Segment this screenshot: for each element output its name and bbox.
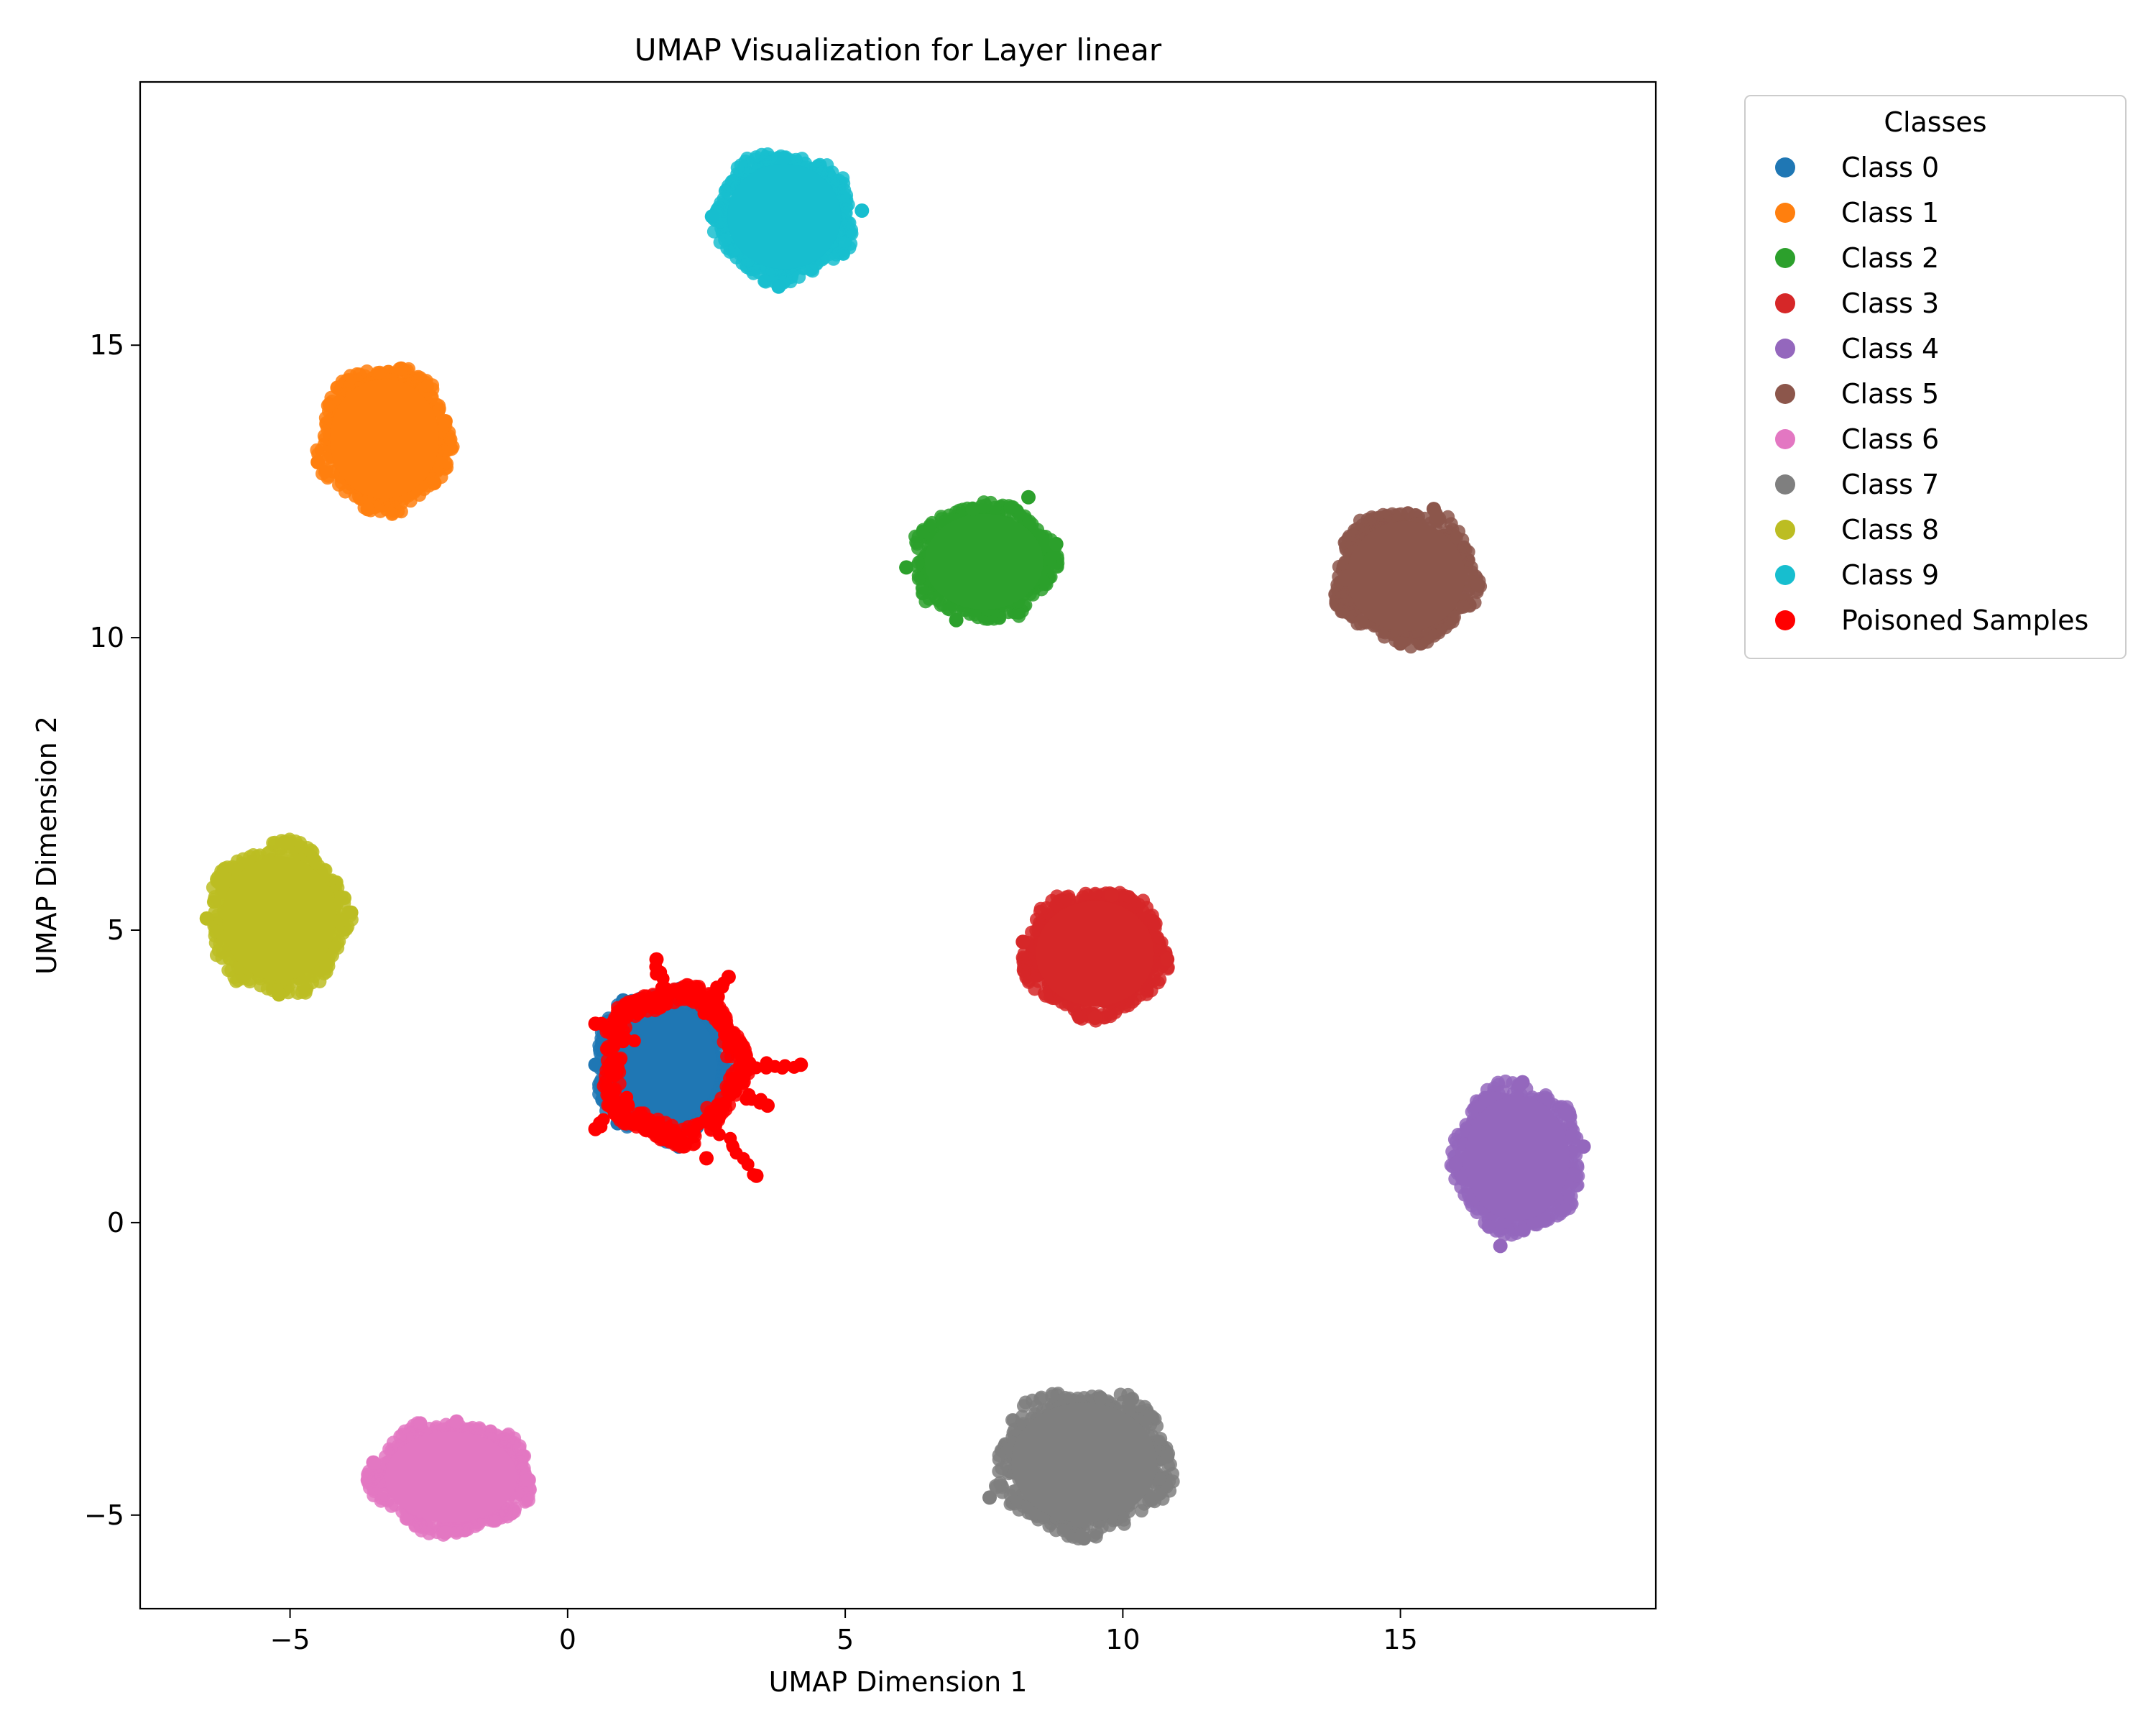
data-point: [385, 507, 400, 521]
data-point: [1470, 577, 1485, 592]
data-point: [1088, 886, 1102, 901]
data-point: [1021, 490, 1036, 505]
data-point: [394, 361, 409, 376]
data-point: [1039, 577, 1054, 592]
data-point: [1465, 1105, 1479, 1119]
data-point: [1087, 1011, 1102, 1026]
data-point: [1148, 921, 1162, 935]
cluster-core: [924, 513, 1044, 610]
data-point: [910, 537, 924, 551]
data-point: [979, 498, 993, 513]
data-point: [911, 571, 926, 586]
data-point: [1515, 1075, 1530, 1090]
data-point: [1562, 1105, 1576, 1119]
data-point: [449, 1414, 464, 1429]
data-point: [1160, 952, 1175, 967]
data-point: [1576, 1139, 1591, 1154]
data-point: [413, 1417, 427, 1432]
data-point: [472, 1421, 487, 1435]
data-point: [1049, 536, 1064, 551]
data-point: [420, 379, 435, 393]
data-point: [1021, 951, 1035, 965]
data-point: [438, 414, 453, 428]
data-point: [486, 1514, 500, 1528]
data-point: [1104, 888, 1119, 903]
data-point: [459, 1523, 472, 1538]
data-point: [965, 502, 980, 517]
data-point: [899, 560, 914, 575]
data-point: [438, 1525, 453, 1540]
data-point: [1427, 502, 1441, 517]
data-point: [1337, 536, 1352, 550]
data-point: [911, 556, 926, 569]
data-point: [443, 432, 458, 446]
data-point: [366, 1455, 381, 1470]
data-point: [371, 366, 384, 380]
data-point: [1355, 518, 1370, 533]
data-point: [1567, 1167, 1580, 1182]
data-point: [1557, 1203, 1571, 1218]
data-point: [521, 1473, 536, 1487]
data-point: [1470, 1205, 1484, 1220]
data-point: [310, 443, 324, 457]
data-point: [918, 594, 933, 609]
data-point: [1498, 1074, 1513, 1088]
data-point: [968, 607, 982, 622]
data-point: [1393, 636, 1408, 651]
data-point: [1043, 552, 1057, 566]
data-point: [1481, 1219, 1496, 1233]
data-point: [508, 1502, 522, 1516]
data-point: [1391, 507, 1406, 522]
data-point: [1448, 1157, 1463, 1172]
data-point: [330, 381, 344, 395]
data-point: [1493, 1238, 1508, 1254]
data-point: [310, 455, 326, 469]
data-point: [521, 1493, 535, 1507]
data-point: [1055, 894, 1069, 909]
data-point: [1022, 514, 1036, 528]
cluster-core: [1465, 1095, 1570, 1221]
data-point: [1151, 975, 1165, 990]
data-point: [373, 504, 387, 518]
data-point: [427, 475, 441, 490]
data-point: [1337, 571, 1353, 587]
cluster-core: [384, 1431, 517, 1523]
data-point: [1462, 599, 1477, 613]
data-point: [1335, 605, 1349, 619]
data-point: [1504, 1228, 1519, 1242]
cluster-core: [1036, 901, 1155, 1006]
data-point: [512, 1442, 527, 1456]
cluster-core: [1347, 520, 1465, 632]
data-point: [949, 612, 964, 628]
data-point: [1015, 934, 1031, 950]
cluster-core: [329, 379, 439, 499]
data-point: [360, 502, 375, 517]
data-point: [1427, 629, 1441, 643]
